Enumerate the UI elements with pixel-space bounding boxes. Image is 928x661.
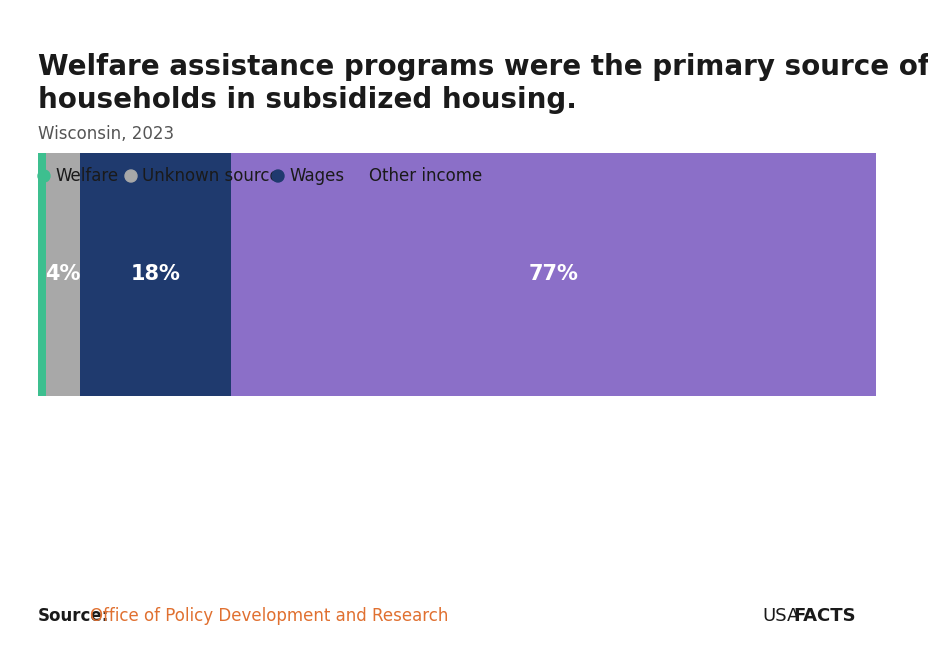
Text: USA: USA — [761, 607, 798, 625]
Text: 4%: 4% — [45, 264, 81, 284]
Text: 77%: 77% — [528, 264, 578, 284]
Text: Source:: Source: — [38, 607, 110, 625]
Text: Welfare: Welfare — [55, 167, 118, 185]
Circle shape — [272, 170, 284, 182]
Text: Wages: Wages — [289, 167, 343, 185]
Text: 18%: 18% — [130, 264, 180, 284]
Text: Unknown source: Unknown source — [142, 167, 279, 185]
Text: Office of Policy Development and Research: Office of Policy Development and Researc… — [90, 607, 448, 625]
Circle shape — [352, 170, 364, 182]
Text: households in subsidized housing.: households in subsidized housing. — [38, 86, 576, 114]
FancyBboxPatch shape — [230, 153, 875, 396]
Text: Other income: Other income — [368, 167, 482, 185]
Circle shape — [38, 170, 50, 182]
Text: Wisconsin, 2023: Wisconsin, 2023 — [38, 125, 174, 143]
Text: Welfare assistance programs were the primary source of income for 1% of: Welfare assistance programs were the pri… — [38, 53, 928, 81]
FancyBboxPatch shape — [38, 153, 46, 396]
FancyBboxPatch shape — [80, 153, 230, 396]
Circle shape — [125, 170, 136, 182]
Text: FACTS: FACTS — [793, 607, 855, 625]
FancyBboxPatch shape — [46, 153, 80, 396]
